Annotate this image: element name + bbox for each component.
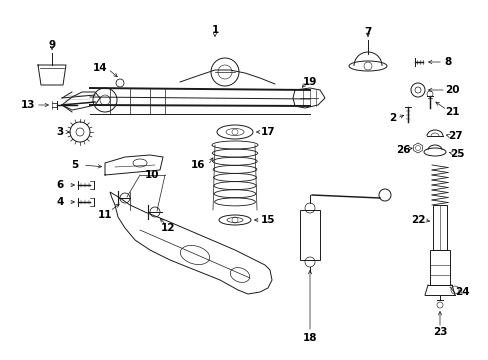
Text: 20: 20	[444, 85, 458, 95]
Text: 5: 5	[71, 160, 79, 170]
Text: 10: 10	[144, 170, 159, 180]
Text: 8: 8	[444, 57, 451, 67]
Text: 17: 17	[260, 127, 275, 137]
Text: 22: 22	[410, 215, 425, 225]
Text: 13: 13	[20, 100, 35, 110]
Text: 4: 4	[56, 197, 63, 207]
Text: 27: 27	[447, 131, 461, 141]
Text: 21: 21	[444, 107, 458, 117]
Text: 24: 24	[454, 287, 468, 297]
Text: 16: 16	[190, 160, 205, 170]
Text: 2: 2	[388, 113, 396, 123]
Text: 19: 19	[302, 77, 317, 87]
Text: 18: 18	[302, 333, 317, 343]
Text: 7: 7	[364, 27, 371, 37]
Text: 9: 9	[48, 40, 56, 50]
Text: 6: 6	[56, 180, 63, 190]
Text: 12: 12	[161, 223, 175, 233]
Text: 11: 11	[98, 210, 112, 220]
Text: 1: 1	[211, 25, 218, 35]
Text: 23: 23	[432, 327, 447, 337]
Text: 25: 25	[449, 149, 463, 159]
Text: 3: 3	[56, 127, 63, 137]
Text: 15: 15	[260, 215, 275, 225]
Text: 26: 26	[395, 145, 409, 155]
Text: 14: 14	[93, 63, 107, 73]
